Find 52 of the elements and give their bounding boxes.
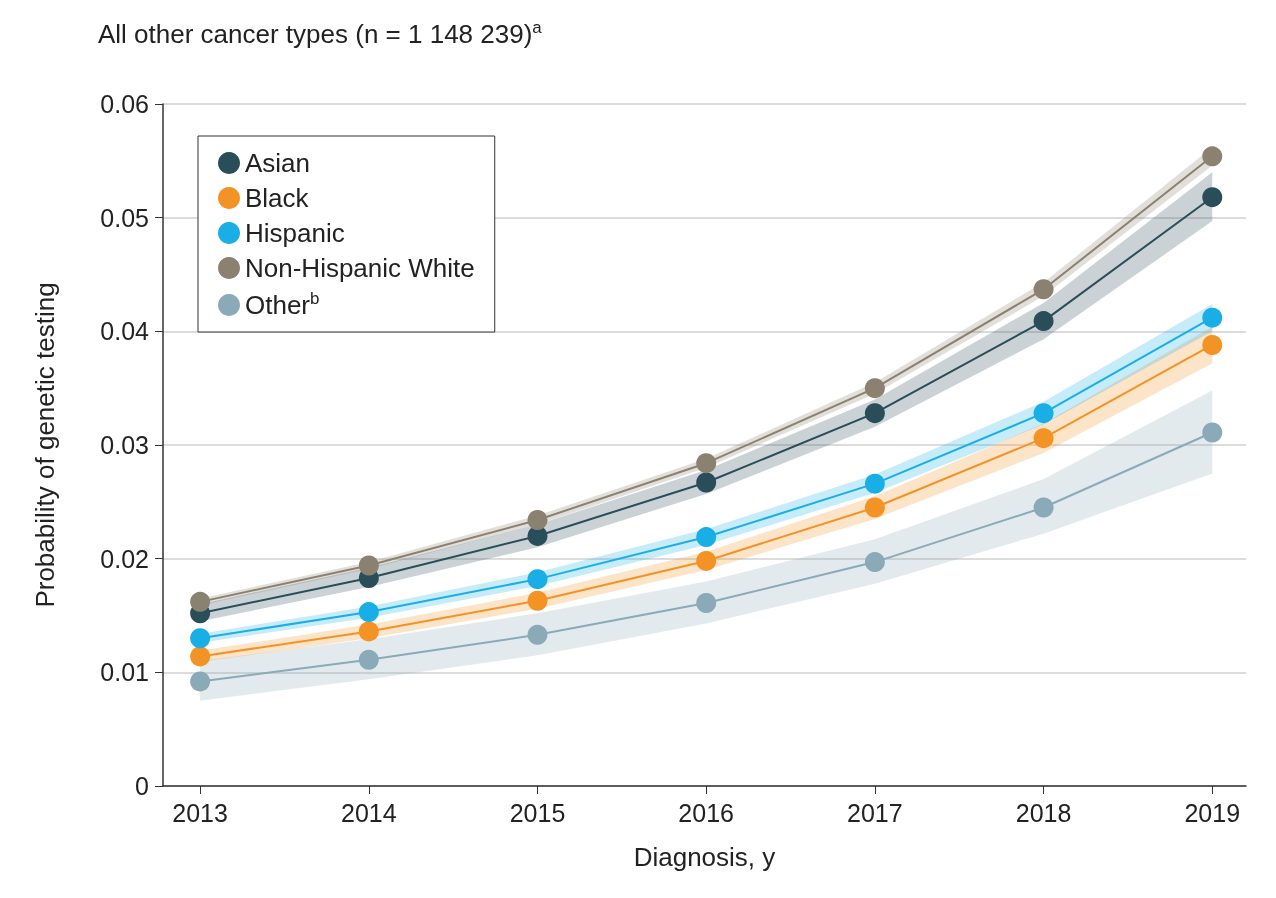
legend-label: Black xyxy=(245,183,310,213)
point xyxy=(527,569,548,590)
point xyxy=(1033,279,1054,300)
point xyxy=(358,649,379,670)
point xyxy=(527,624,548,645)
x-tick-label: 2016 xyxy=(678,798,734,827)
y-tick-label: 0.03 xyxy=(100,431,149,459)
point xyxy=(1202,334,1223,355)
point xyxy=(864,378,885,399)
point xyxy=(696,527,717,548)
point xyxy=(1033,403,1054,424)
y-tick-label: 0 xyxy=(135,772,149,800)
point xyxy=(358,555,379,576)
point xyxy=(190,628,211,649)
point xyxy=(1033,311,1054,332)
y-tick-label: 0.01 xyxy=(100,658,149,687)
point xyxy=(696,593,717,613)
legend-label: Hispanic xyxy=(245,218,345,248)
y-tick-label: 0.05 xyxy=(100,203,149,232)
point xyxy=(1202,146,1223,167)
legend-label: Non-Hispanic White xyxy=(245,253,475,283)
x-axis-title: Diagnosis, y xyxy=(633,842,776,872)
point xyxy=(190,646,211,667)
point xyxy=(696,453,717,474)
point xyxy=(696,550,717,571)
point xyxy=(358,602,379,623)
point xyxy=(1033,497,1054,518)
y-tick-label: 0.02 xyxy=(100,544,149,573)
point xyxy=(527,510,548,531)
point xyxy=(190,671,211,692)
x-tick-label: 2018 xyxy=(1015,798,1072,827)
x-tick-label: 2015 xyxy=(509,798,566,827)
point xyxy=(527,590,548,611)
y-tick-label: 0.04 xyxy=(100,317,150,346)
point xyxy=(864,403,885,424)
point xyxy=(1202,422,1223,443)
point xyxy=(1202,307,1223,328)
point xyxy=(864,497,885,518)
x-tick-label: 2013 xyxy=(172,798,228,827)
point xyxy=(696,472,717,493)
y-tick-label: 0.06 xyxy=(100,90,149,118)
x-tick-label: 2019 xyxy=(1184,798,1241,827)
point xyxy=(1033,428,1054,449)
x-tick-label: 2014 xyxy=(340,798,397,827)
x-tick-label: 2017 xyxy=(847,798,903,827)
point xyxy=(1202,187,1223,208)
point xyxy=(358,621,379,642)
y-axis-title: Probability of genetic testing xyxy=(30,282,60,608)
point xyxy=(864,552,885,573)
point xyxy=(864,473,885,494)
point xyxy=(190,591,211,612)
legend-label: Asian xyxy=(245,148,311,178)
